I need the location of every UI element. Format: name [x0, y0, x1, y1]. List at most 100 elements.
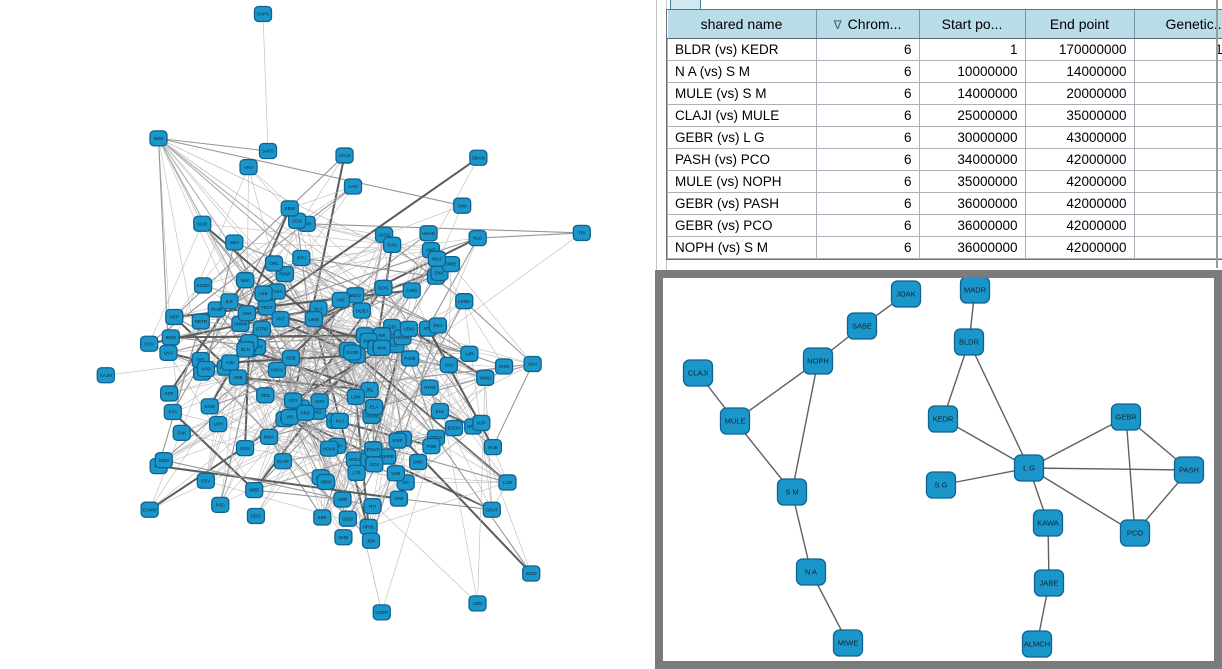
column-header-0[interactable]: shared name: [667, 10, 816, 39]
network-node[interactable]: VPI: [280, 408, 299, 426]
network-node[interactable]: IPPJ: [292, 249, 311, 267]
table-cell[interactable]: 7.5: [1133, 82, 1222, 105]
table-row[interactable]: GEBR (vs) PCO636000000420000008.4: [667, 214, 1222, 237]
table-cell[interactable]: N A (vs) S M: [667, 60, 817, 83]
network-node[interactable]: UGA: [523, 355, 542, 373]
subnetwork-canvas-area[interactable]: JOAK SABE NOPH CLAJI MULE S M N A MIWE MADR BLDR K…: [663, 278, 1214, 661]
network-node[interactable]: KKD: [296, 404, 315, 421]
network-edge[interactable]: [1125, 416, 1136, 534]
table-row[interactable]: MULE (vs) S M614000000200000007.5: [667, 82, 1222, 105]
network-node[interactable]: KVJ: [330, 412, 349, 430]
network-node[interactable]: VDIS: [399, 320, 419, 338]
table-cell[interactable]: NOPH (vs) S M: [667, 236, 817, 259]
network-node[interactable]: BWA: [259, 428, 279, 445]
table-row[interactable]: PASH (vs) PCO6340000004200000011.4: [667, 148, 1222, 171]
table-cell[interactable]: 35000000: [1024, 104, 1135, 127]
table-cell[interactable]: CLAJI (vs) MULE: [667, 104, 817, 127]
network-node[interactable]: GEBR: [1110, 403, 1142, 431]
table-row[interactable]: CLAJI (vs) MULE625000000350000005.9: [667, 104, 1222, 127]
table-cell[interactable]: 36000000: [918, 214, 1026, 237]
table-cell[interactable]: GEBR (vs) PASH: [667, 192, 817, 215]
table-cell[interactable]: 34000000: [918, 148, 1026, 171]
network-node[interactable]: NLW: [193, 215, 212, 232]
network-node[interactable]: LKB: [254, 285, 273, 302]
network-node[interactable]: HUB: [483, 438, 503, 456]
table-cell[interactable]: 16.9: [1133, 126, 1222, 149]
table-tab-fragment[interactable]: [670, 0, 701, 10]
network-node[interactable]: OSV: [140, 335, 159, 352]
network-node[interactable]: GTRP: [252, 320, 271, 337]
table-cell[interactable]: 8.4: [1133, 214, 1222, 237]
table-cell[interactable]: 30000000: [918, 126, 1026, 149]
network-node[interactable]: LENH: [455, 293, 474, 310]
table-row[interactable]: N A (vs) S M610000000140000006.6: [667, 60, 1222, 83]
network-node[interactable]: DDO: [246, 507, 266, 525]
table-cell[interactable]: PASH (vs) PCO: [667, 148, 817, 171]
network-node[interactable]: ORL: [264, 255, 284, 272]
network-node[interactable]: SVG: [382, 236, 402, 253]
network-node[interactable]: HOKK: [320, 440, 339, 457]
network-node[interactable]: KSOO: [193, 277, 213, 294]
network-node[interactable]: UKBI: [304, 310, 323, 328]
table-cell[interactable]: 43000000: [1024, 126, 1135, 149]
network-edge[interactable]: [1028, 467, 1136, 534]
table-cell[interactable]: 6: [815, 170, 920, 193]
table-cell[interactable]: 1: [918, 38, 1026, 61]
network-node[interactable]: PGB: [422, 437, 441, 455]
main-network-panel[interactable]: SAPSSAFSMOLLJJNDOHBNTDMHMKLJTEDOKVKDBWNO…: [0, 0, 655, 669]
network-node[interactable]: OEM: [154, 452, 173, 469]
network-node[interactable]: VKT: [271, 310, 290, 328]
table-cell[interactable]: 42000000: [1024, 192, 1135, 215]
network-node[interactable]: AVE: [331, 291, 350, 309]
table-cell[interactable]: 6: [815, 82, 920, 105]
column-header-2[interactable]: Start po...: [918, 10, 1025, 39]
column-header-4[interactable]: Genetic...: [1133, 10, 1222, 39]
network-node[interactable]: KDB: [281, 349, 301, 367]
network-node[interactable]: GGI: [439, 356, 458, 374]
table-cell[interactable]: 42000000: [1024, 170, 1135, 193]
network-node[interactable]: DGBJ: [352, 302, 371, 319]
network-node[interactable]: MADR: [959, 278, 991, 304]
table-cell[interactable]: 6: [815, 148, 920, 171]
table-cell[interactable]: 9.9: [1133, 236, 1222, 259]
network-node[interactable]: OWI: [453, 197, 472, 214]
table-cell[interactable]: 36000000: [918, 192, 1026, 215]
vertical-splitter[interactable]: [656, 0, 667, 270]
network-node[interactable]: TRI: [572, 224, 591, 242]
network-node[interactable]: GOSI: [338, 510, 358, 527]
network-node[interactable]: UDE: [468, 595, 487, 612]
network-edge[interactable]: [791, 360, 819, 493]
network-node[interactable]: MUJ: [427, 250, 446, 267]
network-node[interactable]: BSOO: [444, 419, 464, 437]
table-cell[interactable]: 35000000: [918, 170, 1026, 193]
network-node[interactable]: SHW: [494, 358, 514, 375]
network-node[interactable]: DLN: [236, 341, 255, 358]
table-cell[interactable]: 11.4: [1133, 148, 1222, 171]
network-node[interactable]: EANW: [140, 501, 159, 518]
network-node[interactable]: JOAK: [890, 280, 922, 308]
network-node[interactable]: SAPS: [253, 5, 273, 23]
network-node[interactable]: VVB: [386, 465, 405, 482]
network-node[interactable]: HKHD: [419, 225, 438, 242]
table-cell[interactable]: 6: [815, 38, 920, 61]
network-node[interactable]: UPH: [208, 415, 228, 433]
network-node[interactable]: S M: [776, 478, 808, 506]
network-edge[interactable]: [968, 341, 1030, 469]
table-cell[interactable]: 170000000: [1024, 38, 1135, 61]
table-cell[interactable]: MULE (vs) S M: [667, 82, 817, 105]
table-cell[interactable]: 14000000: [918, 82, 1026, 105]
network-edge[interactable]: [1028, 416, 1127, 469]
network-node[interactable]: EWP: [388, 432, 407, 449]
network-node[interactable]: ADB: [228, 369, 248, 386]
network-node[interactable]: DJK: [172, 424, 191, 442]
network-node[interactable]: ILE: [220, 293, 239, 310]
network-node[interactable]: PCO: [1119, 519, 1151, 547]
network-node[interactable]: NLD: [468, 229, 487, 247]
network-node[interactable]: OUEP: [372, 604, 391, 621]
table-cell[interactable]: BLDR (vs) KEDR: [667, 38, 817, 61]
network-node[interactable]: VRR: [333, 491, 352, 508]
network-node[interactable]: PTA: [163, 403, 182, 421]
network-node[interactable]: WIH: [225, 234, 244, 251]
network-node[interactable]: S G: [925, 471, 957, 499]
network-node[interactable]: HEP: [165, 308, 184, 326]
